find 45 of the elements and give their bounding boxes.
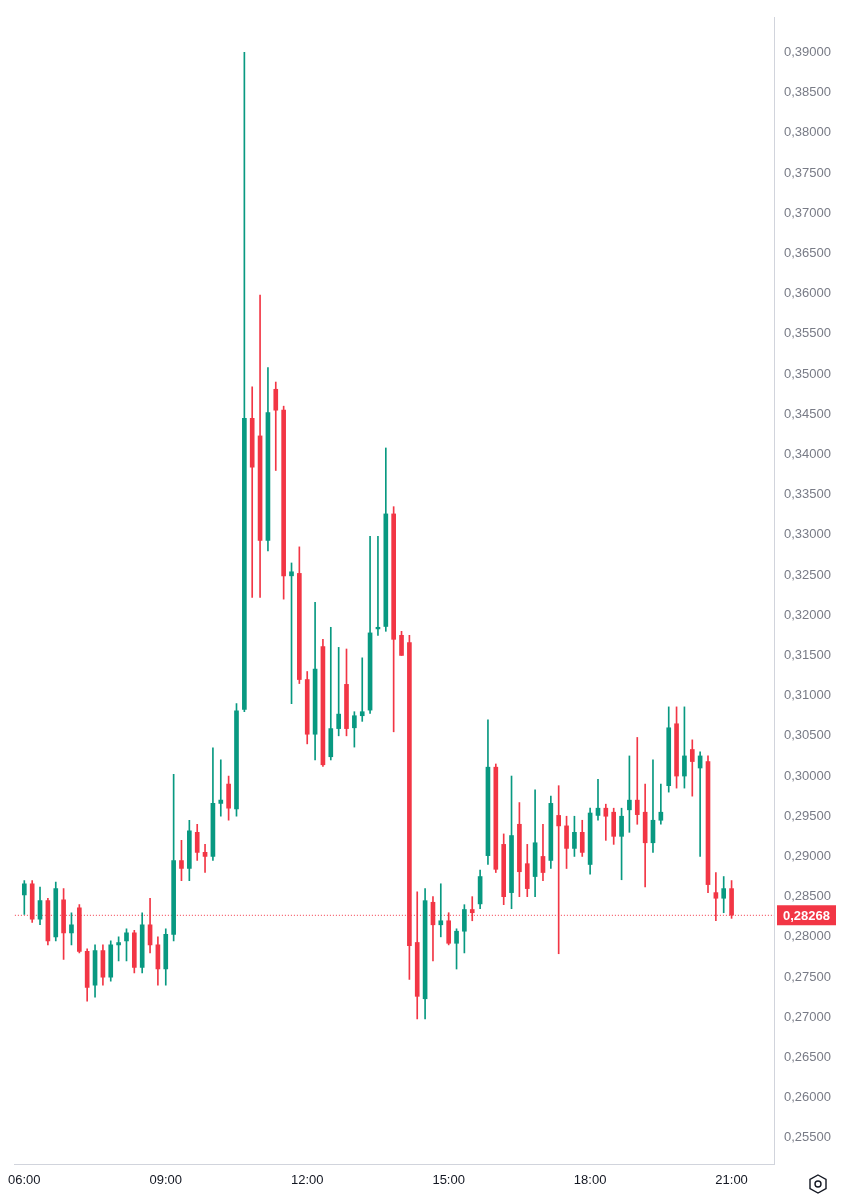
candlestick: [273, 381, 279, 471]
y-tick-label: 0,29500: [784, 807, 832, 823]
candlestick: [328, 626, 334, 761]
y-tick-label: 0,31000: [784, 687, 832, 703]
y-tick-label: 0,37000: [784, 204, 832, 220]
y-tick-label: 0,26500: [784, 1049, 832, 1065]
y-tick-label: 0,30500: [784, 727, 832, 743]
y-tick-label: 0,30000: [784, 767, 832, 783]
x-tick-label: 18:00: [573, 1171, 607, 1187]
y-tick-label: 0,28500: [784, 888, 832, 904]
x-tick-label: 15:00: [432, 1171, 465, 1187]
candlestick: [218, 759, 224, 817]
y-tick-label: 0,25500: [784, 1129, 832, 1145]
y-tick-label: 0,35500: [784, 325, 832, 341]
y-tick-label: 0,32000: [784, 606, 832, 622]
y-tick-label: 0,29000: [784, 848, 832, 864]
y-tick-label: 0,28000: [784, 928, 832, 944]
candlestick: [603, 803, 609, 841]
y-tick-label: 0,27000: [784, 1008, 832, 1024]
y-tick-label: 0,39000: [784, 43, 832, 59]
candlestick: [249, 386, 255, 598]
y-tick-label: 0,32500: [784, 566, 832, 582]
y-tick-label: 0,38000: [784, 124, 832, 140]
candlestick: [689, 739, 695, 797]
y-tick-label: 0,36000: [784, 285, 832, 301]
candlestick: [202, 844, 208, 873]
y-tick-label: 0,35000: [784, 365, 832, 381]
y-tick-label: 0,26000: [784, 1089, 832, 1105]
ref-line-label: 0,28268: [783, 907, 831, 923]
x-tick-label: 06:00: [8, 1171, 41, 1187]
x-tick-label: 09:00: [149, 1171, 183, 1187]
y-tick-label: 0,33000: [784, 526, 832, 542]
y-tick-label: 0,34500: [784, 405, 832, 421]
candlestick: [634, 737, 640, 825]
y-tick-label: 0,38500: [784, 84, 832, 100]
y-tick-label: 0,31500: [784, 647, 832, 662]
candlestick: [438, 883, 444, 938]
x-tick-label: 12:00: [290, 1171, 324, 1187]
y-tick-label: 0,34000: [784, 445, 832, 461]
y-tick-label: 0,37500: [784, 164, 832, 180]
y-tick-label: 0,36500: [784, 244, 832, 260]
y-tick-label: 0,27500: [784, 968, 832, 984]
candlestick: [359, 657, 365, 722]
y-tick-label: 0,33500: [784, 486, 832, 502]
x-tick-label: 21:00: [715, 1171, 748, 1187]
